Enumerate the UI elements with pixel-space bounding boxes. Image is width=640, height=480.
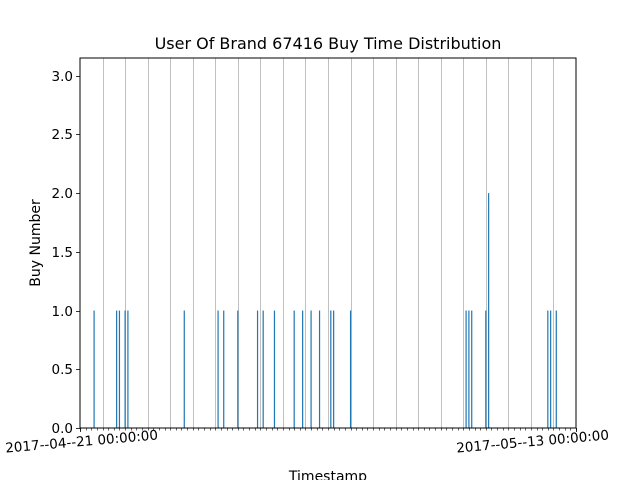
y-tick-label: 2.5 <box>52 127 73 143</box>
x-axis-label: Timestamp <box>288 469 367 480</box>
bar <box>333 310 335 428</box>
y-tick-label: 1.0 <box>52 304 73 320</box>
y-tick-label: 3.0 <box>52 69 73 85</box>
x-axis <box>80 428 577 432</box>
y-axis: 0.0 0.5 1.0 1.5 2.0 2.5 3.0 <box>52 69 80 437</box>
bar <box>273 310 276 428</box>
bar <box>547 310 549 428</box>
bar <box>349 310 352 428</box>
y-tick-label: 1.5 <box>52 245 73 261</box>
bar <box>223 310 225 428</box>
y-tick-label: 0.0 <box>52 421 73 437</box>
y-tick-label: 2.0 <box>52 186 73 202</box>
bars <box>93 193 557 428</box>
bar <box>318 310 321 428</box>
y-axis-label: Buy Number <box>28 199 44 287</box>
vertical-grid <box>103 58 554 428</box>
bar <box>465 310 467 428</box>
bar <box>217 310 219 428</box>
bar <box>293 310 295 428</box>
bar <box>256 310 259 428</box>
bar <box>550 310 552 428</box>
bar <box>124 310 126 428</box>
plot-frame <box>79 57 577 429</box>
bar <box>262 310 264 428</box>
bar <box>330 310 332 428</box>
bar <box>468 310 470 428</box>
bar <box>183 310 185 428</box>
bar <box>116 310 118 428</box>
bar <box>93 310 95 428</box>
bar <box>555 310 557 428</box>
bar <box>237 310 239 428</box>
bar <box>471 310 473 428</box>
bar <box>118 310 121 428</box>
y-tick-label: 0.5 <box>52 362 73 378</box>
bar <box>485 310 487 428</box>
bar <box>302 310 304 428</box>
bar <box>310 310 312 428</box>
bar <box>127 310 129 428</box>
chart-title: User Of Brand 67416 Buy Time Distributio… <box>155 34 502 53</box>
bar <box>488 193 490 428</box>
